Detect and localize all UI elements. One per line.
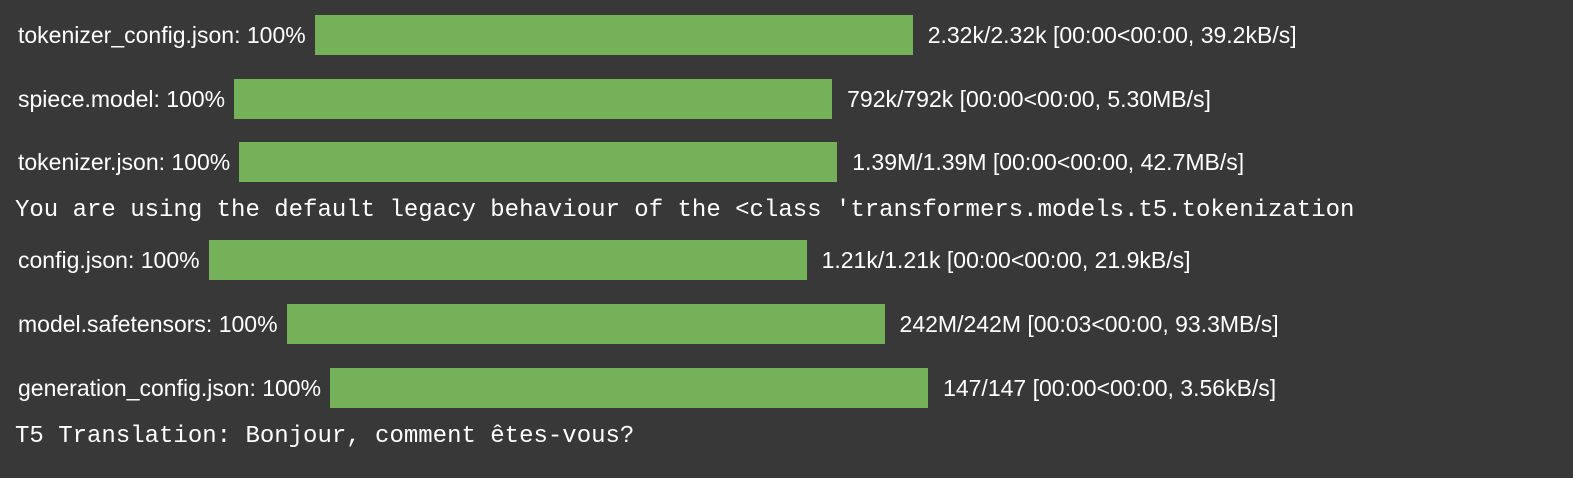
- progress-bar-fill: [286, 304, 885, 344]
- progress-bar-fill: [208, 240, 807, 280]
- progress-bar-fill: [239, 142, 838, 182]
- progress-bar: [234, 79, 833, 119]
- progress-bar-fill: [314, 15, 913, 55]
- legacy-warning-text: You are using the default legacy behavio…: [15, 197, 1355, 224]
- progress-bar: [330, 368, 929, 408]
- translation-output-text: T5 Translation: Bonjour, comment êtes-vo…: [15, 423, 635, 450]
- download-row: config.json: 100% 1.21k/1.21k [00:00<00:…: [0, 240, 1191, 280]
- download-label: tokenizer_config.json: 100%: [18, 21, 306, 48]
- progress-bar-fill: [234, 79, 833, 119]
- download-row: tokenizer.json: 100% 1.39M/1.39M [00:00<…: [0, 142, 1244, 182]
- download-row: model.safetensors: 100% 242M/242M [00:03…: [0, 304, 1279, 344]
- download-label: model.safetensors: 100%: [18, 310, 278, 337]
- download-row: spiece.model: 100% 792k/792k [00:00<00:0…: [0, 79, 1211, 119]
- download-label: generation_config.json: 100%: [18, 374, 322, 401]
- progress-bar: [286, 304, 885, 344]
- download-stats: 1.21k/1.21k [00:00<00:00, 21.9kB/s]: [821, 246, 1191, 273]
- download-label: tokenizer.json: 100%: [18, 148, 231, 175]
- download-stats: 2.32k/2.32k [00:00<00:00, 39.2kB/s]: [927, 21, 1297, 48]
- download-stats: 147/147 [00:00<00:00, 3.56kB/s]: [943, 374, 1277, 401]
- download-stats: 242M/242M [00:03<00:00, 93.3MB/s]: [899, 310, 1279, 337]
- download-row: tokenizer_config.json: 100% 2.32k/2.32k …: [0, 15, 1297, 55]
- download-row: generation_config.json: 100% 147/147 [00…: [0, 368, 1276, 408]
- progress-bar: [314, 15, 913, 55]
- download-stats: 792k/792k [00:00<00:00, 5.30MB/s]: [847, 85, 1211, 112]
- progress-bar: [239, 142, 838, 182]
- download-label: spiece.model: 100%: [18, 85, 226, 112]
- download-label: config.json: 100%: [18, 246, 200, 273]
- progress-bar-fill: [330, 368, 929, 408]
- download-stats: 1.39M/1.39M [00:00<00:00, 42.7MB/s]: [852, 148, 1245, 175]
- progress-bar: [208, 240, 807, 280]
